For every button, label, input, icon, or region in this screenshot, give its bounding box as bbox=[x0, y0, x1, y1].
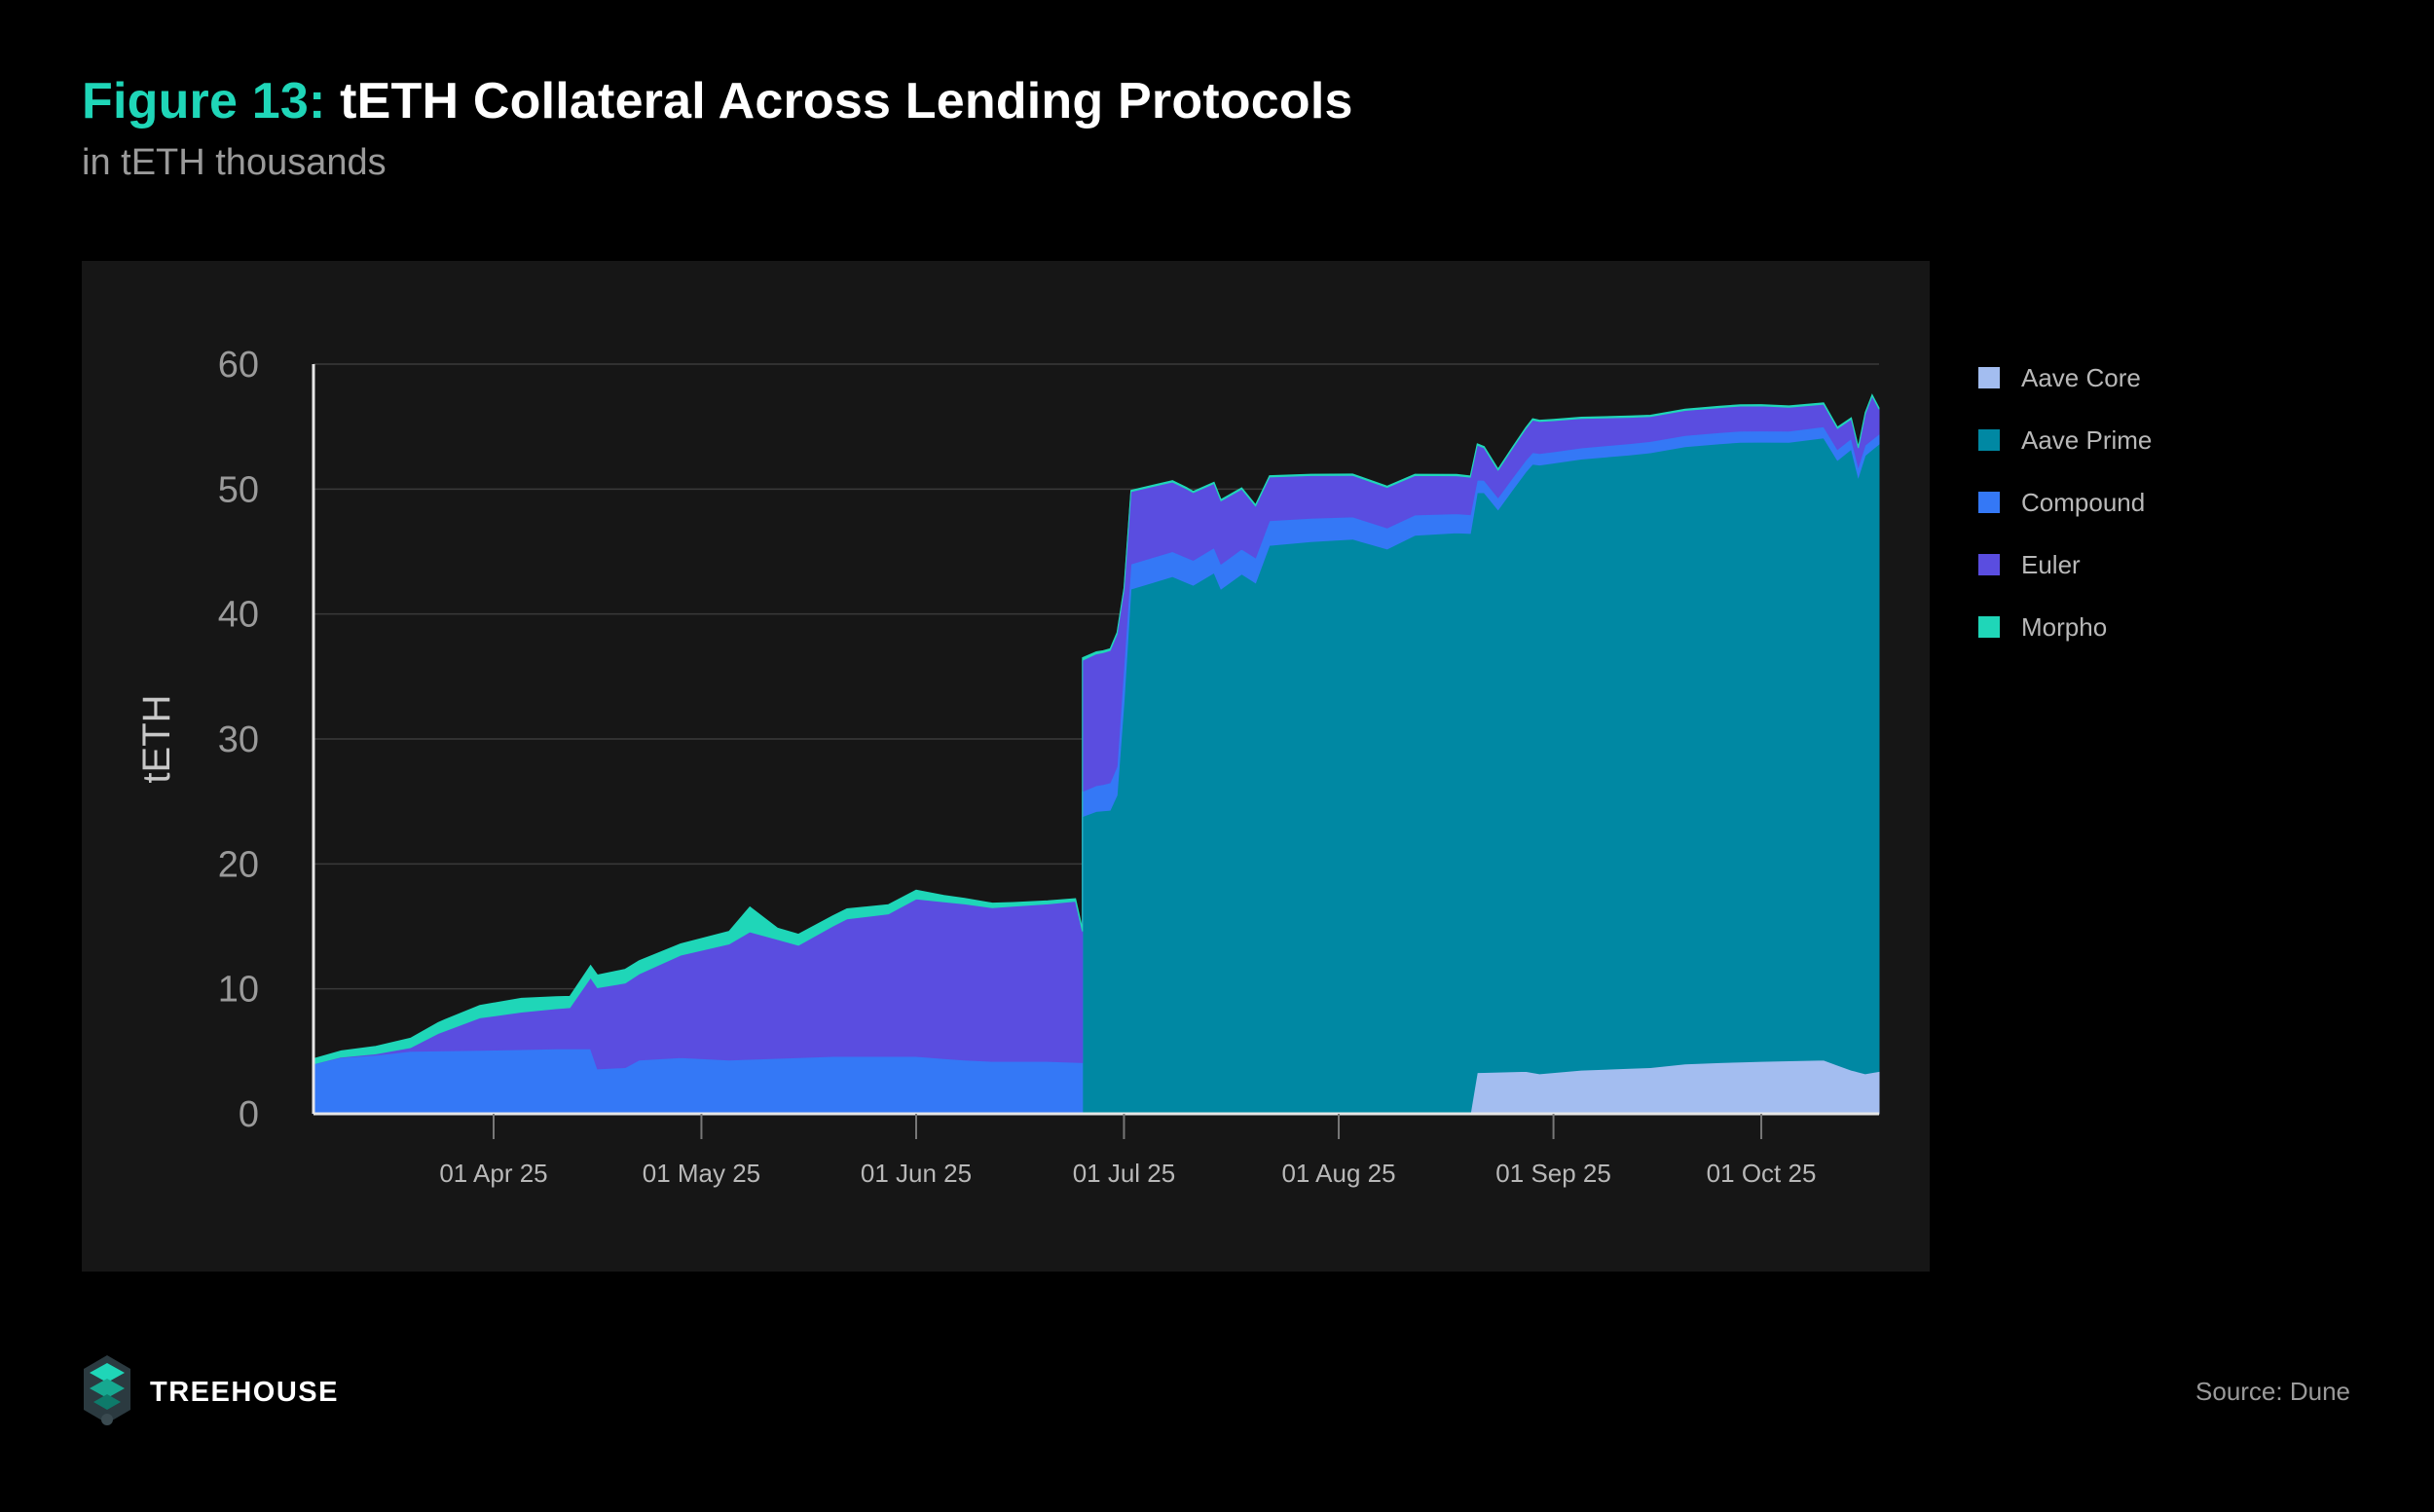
legend-label: Compound bbox=[2021, 487, 2146, 517]
x-tick-label: 01 Oct 25 bbox=[1707, 1159, 1817, 1188]
legend-item: Morpho bbox=[1978, 596, 2270, 658]
legend-item: Aave Prime bbox=[1978, 409, 2270, 471]
y-tick-label: 40 bbox=[218, 595, 259, 636]
figure-title-text: tETH Collateral Across Lending Protocols bbox=[340, 73, 1353, 129]
figure-subtitle: in tETH thousands bbox=[82, 142, 387, 183]
legend-swatch bbox=[1978, 429, 2000, 451]
y-tick-label: 10 bbox=[218, 970, 259, 1011]
legend-item: Euler bbox=[1978, 534, 2270, 596]
y-tick-label: 60 bbox=[218, 345, 259, 386]
chart-panel: 0 10 20 30 40 50 60 tETH 01 Apr 25 01 May 25 01 Ju… bbox=[82, 261, 1930, 1272]
legend-label: Aave Prime bbox=[2021, 424, 2153, 455]
x-tick-label: 01 May 25 bbox=[643, 1159, 760, 1188]
y-tick-label: 0 bbox=[239, 1094, 259, 1135]
figure-title: Figure 13: tETH Collateral Across Lendin… bbox=[82, 72, 1353, 130]
y-tick-label: 30 bbox=[218, 719, 259, 760]
chart-legend: Aave Core Aave Prime Compound Euler Morpho bbox=[1978, 347, 2270, 658]
chart-svg: 0 10 20 30 40 50 60 tETH 01 Apr 25 01 May 25 01 Ju… bbox=[135, 345, 1880, 1188]
x-tick-label: 01 Sep 25 bbox=[1495, 1159, 1611, 1188]
x-tick-label: 01 Jun 25 bbox=[861, 1159, 972, 1188]
legend-item: Compound bbox=[1978, 471, 2270, 534]
treehouse-logo-icon bbox=[82, 1353, 132, 1432]
figure-label: Figure 13: bbox=[82, 73, 326, 129]
brand: TREEHOUSE bbox=[82, 1353, 339, 1432]
legend-swatch bbox=[1978, 492, 2000, 513]
y-tick-label: 50 bbox=[218, 469, 259, 510]
legend-label: Euler bbox=[2021, 549, 2081, 579]
source-note: Source: Dune bbox=[2195, 1377, 2350, 1406]
legend-label: Aave Core bbox=[2021, 362, 2141, 392]
legend-item: Aave Core bbox=[1978, 347, 2270, 409]
area-series-morpho bbox=[313, 393, 1880, 1065]
x-tick-label: 01 Jul 25 bbox=[1073, 1159, 1176, 1188]
x-tick-label: 01 Apr 25 bbox=[439, 1159, 547, 1188]
legend-label: Morpho bbox=[2021, 611, 2108, 642]
y-axis-title: tETH bbox=[135, 694, 178, 783]
brand-name: TREEHOUSE bbox=[150, 1377, 339, 1408]
legend-swatch bbox=[1978, 367, 2000, 388]
x-tick-label: 01 Aug 25 bbox=[1281, 1159, 1395, 1188]
legend-swatch bbox=[1978, 554, 2000, 575]
legend-swatch bbox=[1978, 616, 2000, 638]
y-tick-label: 20 bbox=[218, 844, 259, 885]
